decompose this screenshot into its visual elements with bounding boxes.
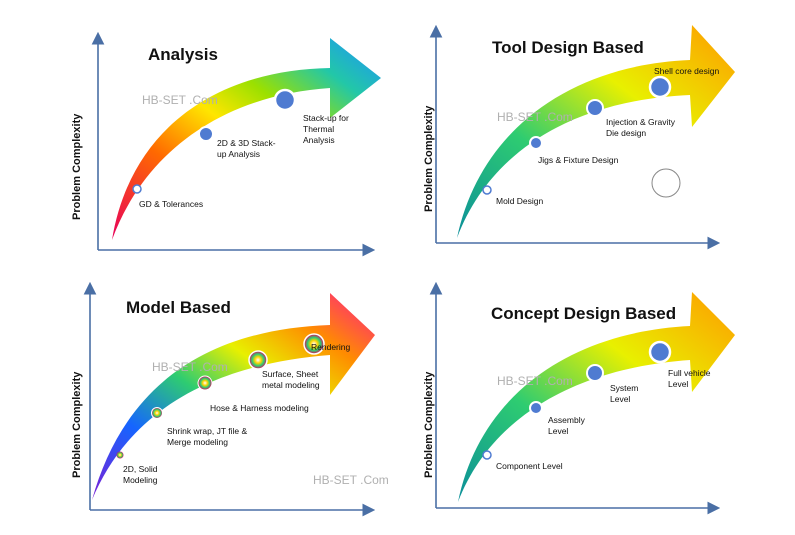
- watermark: HB-SET .Com: [313, 473, 389, 487]
- panel-tool-design-based: Problem Complexity Tool Design Based HB-…: [423, 24, 735, 250]
- milestone-label-line: Mold Design: [496, 196, 544, 206]
- milestone-label: GD & Tolerances: [139, 199, 203, 209]
- milestone-label-line: 2D, Solid: [123, 464, 158, 474]
- milestone-marker: [273, 88, 297, 112]
- milestone-label: Hose & Harness modeling: [210, 403, 309, 413]
- milestone-label: Stack-up for Thermal Analysis: [303, 113, 351, 145]
- milestone-marker: [482, 185, 492, 195]
- milestone-label-line: Component Level: [496, 461, 563, 471]
- milestone-label: Assembly Level: [548, 415, 587, 436]
- panel-model-based: Problem Complexity Model Based HB-SET .C…: [71, 281, 389, 517]
- panel-title: Tool Design Based: [492, 38, 644, 57]
- milestone-label: Mold Design: [496, 196, 544, 206]
- milestone-label-line: Analysis: [303, 135, 335, 145]
- watermark: HB-SET .Com: [497, 374, 573, 388]
- milestone-marker: [648, 75, 672, 99]
- empty-circle-marker: [651, 168, 681, 198]
- milestone-label-line: Assembly: [548, 415, 586, 425]
- milestone-label-line: Rendering: [311, 342, 350, 352]
- milestone-label: Surface, Sheet metal modeling: [262, 369, 321, 390]
- panel-title: Concept Design Based: [491, 304, 676, 323]
- watermark: HB-SET .Com: [152, 360, 228, 374]
- milestone-label-line: Level: [548, 426, 568, 436]
- milestone-label-line: GD & Tolerances: [139, 199, 203, 209]
- milestone-label: Shell core design: [654, 66, 719, 76]
- milestone-marker: [151, 407, 163, 419]
- milestone-marker: [586, 99, 604, 117]
- milestone-marker: [198, 126, 214, 142]
- milestone-label-line: Modeling: [123, 475, 158, 485]
- milestone-label: Rendering: [311, 342, 350, 352]
- milestone-label-line: Shrink wrap, JT file &: [167, 426, 247, 436]
- milestone-marker: [248, 350, 268, 370]
- milestone-label-line: Injection & Gravity: [606, 117, 676, 127]
- milestone-label-line: up Analysis: [217, 149, 260, 159]
- milestone-label: 2D, Solid Modeling: [123, 464, 160, 485]
- panel-title: Analysis: [148, 45, 218, 64]
- milestone-label-line: Stack-up for: [303, 113, 349, 123]
- milestone-marker: [529, 136, 543, 150]
- milestone-marker: [648, 340, 672, 364]
- progress-arrow: [112, 38, 381, 240]
- y-axis-label: Problem Complexity: [423, 105, 435, 212]
- milestone-label-line: Thermal: [303, 124, 334, 134]
- milestone-label-line: metal modeling: [262, 380, 320, 390]
- watermark: HB-SET .Com: [497, 110, 573, 124]
- milestone-marker: [116, 451, 124, 459]
- milestone-label: System Level: [610, 383, 641, 404]
- milestone-label-line: Level: [668, 379, 688, 389]
- milestone-label-line: Hose & Harness modeling: [210, 403, 309, 413]
- y-axis-label: Problem Complexity: [71, 113, 83, 220]
- milestone-label-line: 2D & 3D Stack-: [217, 138, 276, 148]
- panel-title: Model Based: [126, 298, 231, 317]
- panel-analysis: Problem Complexity Analysis HB-SET .Com …: [71, 31, 381, 257]
- milestone-label-line: Jigs & Fixture Design: [538, 155, 619, 165]
- milestone-marker: [197, 375, 213, 391]
- panel-concept-design-based: Problem Complexity Concept Design Based …: [423, 281, 735, 515]
- milestone-label-line: Full vehicle: [668, 368, 711, 378]
- milestone-label-line: Die design: [606, 128, 646, 138]
- milestone-marker: [303, 333, 325, 355]
- y-axis-label: Problem Complexity: [71, 371, 83, 478]
- milestone-marker: [529, 401, 543, 415]
- milestone-label: Shrink wrap, JT file & Merge modeling: [167, 426, 250, 447]
- milestone-label-line: Merge modeling: [167, 437, 228, 447]
- milestone-label: 2D & 3D Stack- up Analysis: [217, 138, 278, 159]
- milestone-label-line: Surface, Sheet: [262, 369, 319, 379]
- milestone-marker: [482, 450, 492, 460]
- milestone-label-line: Level: [610, 394, 630, 404]
- watermark: HB-SET .Com: [142, 93, 218, 107]
- milestone-marker: [132, 184, 142, 194]
- milestone-label: Full vehicle Level: [668, 368, 713, 389]
- milestone-label-line: System: [610, 383, 638, 393]
- milestone-label: Injection & Gravity Die design: [606, 117, 677, 138]
- milestone-label-line: Shell core design: [654, 66, 719, 76]
- milestone-label: Jigs & Fixture Design: [538, 155, 619, 165]
- milestone-label: Component Level: [496, 461, 563, 471]
- y-axis-label: Problem Complexity: [423, 371, 435, 478]
- milestone-marker: [586, 364, 604, 382]
